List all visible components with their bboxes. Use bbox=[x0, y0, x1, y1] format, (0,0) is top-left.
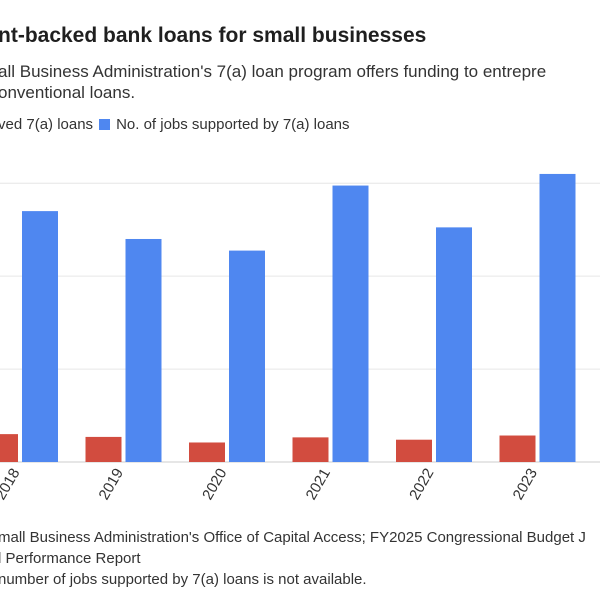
chart-title: nt-backed bank loans for small businesse… bbox=[0, 24, 427, 47]
legend-item-jobs: No. of jobs supported by 7(a) loans bbox=[99, 116, 350, 133]
bar-jobs-2021 bbox=[332, 185, 369, 463]
bar-loans-2020 bbox=[189, 442, 225, 462]
chart-subtitle-line-2: onventional loans. bbox=[0, 83, 136, 102]
x-tick-label-2023: 2023 bbox=[510, 466, 541, 503]
legend-swatch-jobs bbox=[99, 119, 111, 130]
x-tick-label-2018: 2018 bbox=[0, 466, 23, 503]
source-line-1: mall Business Administration's Office of… bbox=[0, 529, 586, 546]
legend-label-jobs: No. of jobs supported by 7(a) loans bbox=[116, 116, 350, 133]
bar-jobs-2020 bbox=[229, 250, 265, 462]
legend-label-loans: ved 7(a) loans bbox=[0, 116, 94, 133]
legend-item-loans: ved 7(a) loans bbox=[0, 116, 93, 133]
x-tick-label-2020: 2020 bbox=[199, 466, 230, 503]
bar-loans-2022 bbox=[396, 439, 432, 462]
bar-loans-2021 bbox=[292, 437, 329, 462]
x-tick-label-2022: 2022 bbox=[406, 466, 437, 503]
bar-chart: 2018 2019 2020 2021 2022 2023 bbox=[0, 173, 600, 503]
bar-loans-2018 bbox=[0, 434, 18, 462]
bar-loans-2023 bbox=[499, 435, 536, 462]
bar-loans-2019 bbox=[85, 436, 122, 462]
x-tick-label-2021: 2021 bbox=[303, 466, 334, 503]
chart-note: number of jobs supported by 7(a) loans i… bbox=[0, 571, 367, 588]
chart-subtitle-line-1: all Business Administration's 7(a) loan … bbox=[0, 62, 547, 81]
bar-jobs-2023 bbox=[539, 173, 576, 462]
chart-legend: ved 7(a) loans No. of jobs supported by … bbox=[0, 116, 350, 133]
bar-jobs-2022 bbox=[436, 227, 472, 462]
x-tick-label-2019: 2019 bbox=[96, 466, 127, 503]
bar-jobs-2018 bbox=[22, 211, 58, 462]
source-line-2: l Performance Report bbox=[0, 550, 141, 567]
bar-jobs-2019 bbox=[125, 238, 162, 462]
